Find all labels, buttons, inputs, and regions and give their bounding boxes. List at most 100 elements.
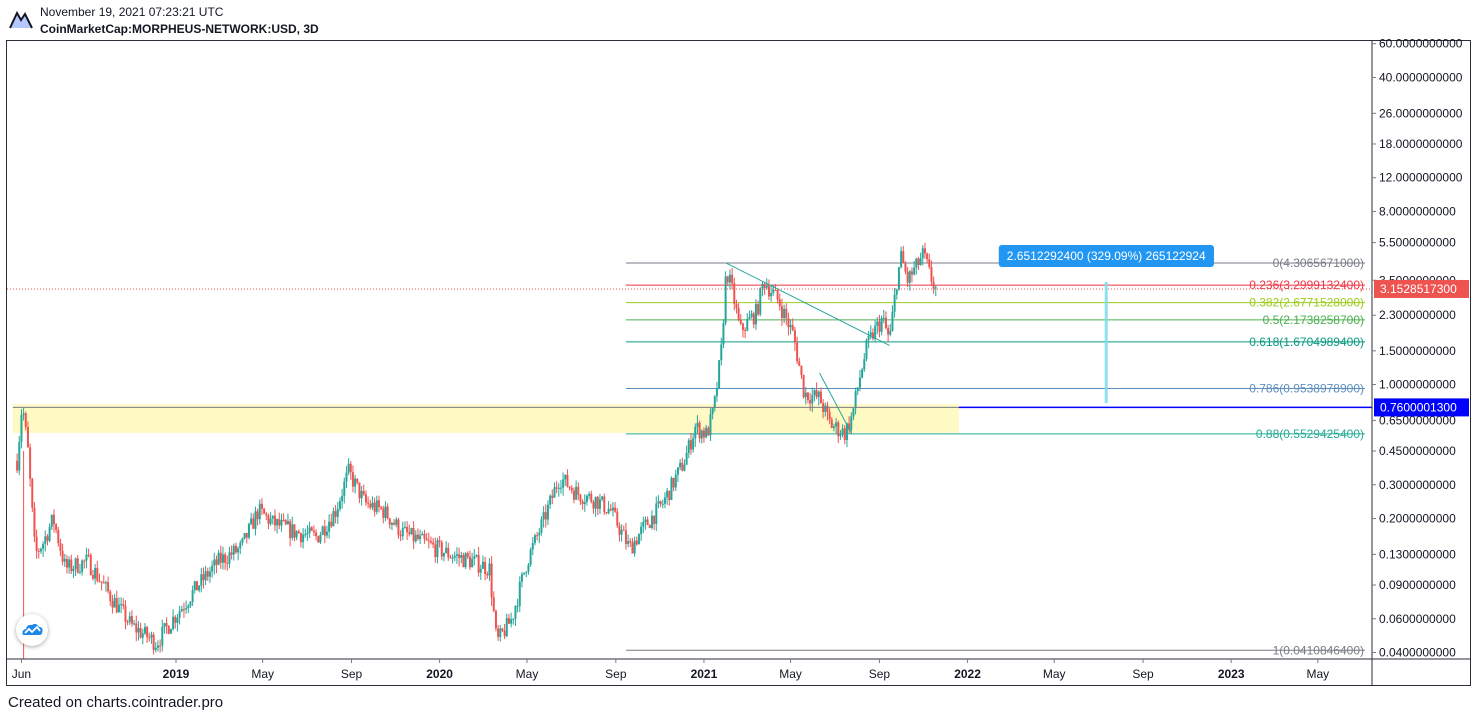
candle-body [338, 501, 341, 509]
time-tick-label: 2021 [691, 667, 718, 681]
candle-body [796, 342, 799, 362]
candle-body [356, 478, 359, 483]
candle-body [720, 344, 723, 361]
candle-body [408, 532, 411, 535]
candle-body [655, 503, 658, 524]
candle-body [247, 523, 250, 538]
candle-body [345, 472, 348, 482]
candle-body [107, 582, 110, 592]
candle-body [644, 519, 647, 523]
candle-body [761, 283, 764, 289]
candle-body [295, 531, 298, 538]
candle-body [588, 493, 591, 496]
candle-body [804, 392, 807, 398]
candle-body [657, 501, 660, 504]
candle-body [735, 303, 738, 309]
candle-body [425, 538, 428, 541]
candle-body [601, 496, 604, 500]
candle-body [887, 327, 890, 335]
time-tick-label: May [779, 667, 802, 681]
candle-body [728, 274, 731, 283]
candle-body [299, 533, 302, 543]
candle-body [876, 321, 879, 326]
candle-body [293, 524, 296, 538]
candle-body [349, 463, 352, 473]
candle-body [934, 287, 937, 289]
candle-body [189, 601, 192, 606]
candle-body [219, 552, 222, 563]
candle-body [115, 598, 118, 613]
candle-body [828, 411, 831, 420]
candle-body [861, 369, 864, 378]
candle-body [627, 541, 630, 544]
fib-level-label: 0.88(0.5529425400) [1256, 427, 1364, 441]
candle-body [715, 387, 718, 397]
time-tick-label: Sep [341, 667, 363, 681]
chart-frame [6, 40, 1471, 686]
candle-body [484, 561, 487, 574]
candle-body [462, 555, 465, 568]
tradingview-cloud-button[interactable] [16, 614, 48, 646]
candle-body [442, 552, 445, 557]
candle-body [191, 590, 194, 602]
measure-label: 2.6512292400 (329.09%) 265122924 [1007, 249, 1206, 263]
candle-body [549, 495, 552, 505]
candle-body [737, 308, 740, 320]
candle-body [315, 532, 318, 537]
candle-body [531, 543, 534, 550]
candle-body [206, 571, 209, 577]
candle-body [63, 558, 66, 562]
candle-body [185, 607, 188, 610]
candle-body [770, 292, 773, 297]
candle-body [380, 507, 383, 509]
candle-body [141, 633, 144, 638]
candle-body [722, 323, 725, 345]
candle-body [850, 416, 853, 430]
candle-body [113, 598, 116, 608]
candle-body [852, 408, 855, 417]
candle-body [35, 536, 38, 551]
candle-body [20, 415, 23, 442]
price-tick-label: 5.5000000000 [1379, 236, 1456, 250]
last-price-tag [1374, 279, 1469, 298]
candle-body [718, 360, 721, 388]
candle-body [689, 440, 692, 450]
candle-body [731, 274, 734, 284]
candle-body [263, 508, 266, 514]
candle-body [297, 531, 300, 534]
candle-body [286, 521, 289, 525]
candle-body [341, 495, 344, 502]
candle-body [267, 515, 270, 524]
candle-body [202, 574, 205, 581]
candle-body [564, 474, 567, 480]
candle-body [384, 506, 387, 518]
candle-body [312, 530, 315, 533]
fib-level-label: 0.236(3.2999132400) [1249, 278, 1364, 292]
candle-body [778, 299, 781, 307]
candle-body [204, 571, 207, 581]
candle-body [848, 423, 851, 430]
candle-body [830, 419, 833, 429]
candle-body [624, 530, 627, 544]
candle-body [120, 604, 123, 606]
candle-body [863, 359, 866, 370]
candle-body [401, 527, 404, 537]
price-tick-label: 0.0400000000 [1379, 646, 1456, 660]
time-tick-label: Jun [12, 667, 31, 681]
candle-body [436, 540, 439, 558]
candle-body [52, 514, 55, 525]
candle-body [590, 493, 593, 502]
candle-body [250, 518, 253, 524]
time-tick-label: May [516, 667, 539, 681]
candle-body [57, 529, 60, 544]
candle-body [234, 545, 237, 553]
candle-body [375, 500, 378, 512]
candle-body [631, 542, 634, 554]
candle-body [492, 597, 495, 611]
candle-body [169, 629, 172, 634]
candle-body [566, 474, 569, 487]
candle-body [382, 508, 385, 518]
candle-body [61, 550, 64, 562]
support-zone [12, 404, 959, 433]
